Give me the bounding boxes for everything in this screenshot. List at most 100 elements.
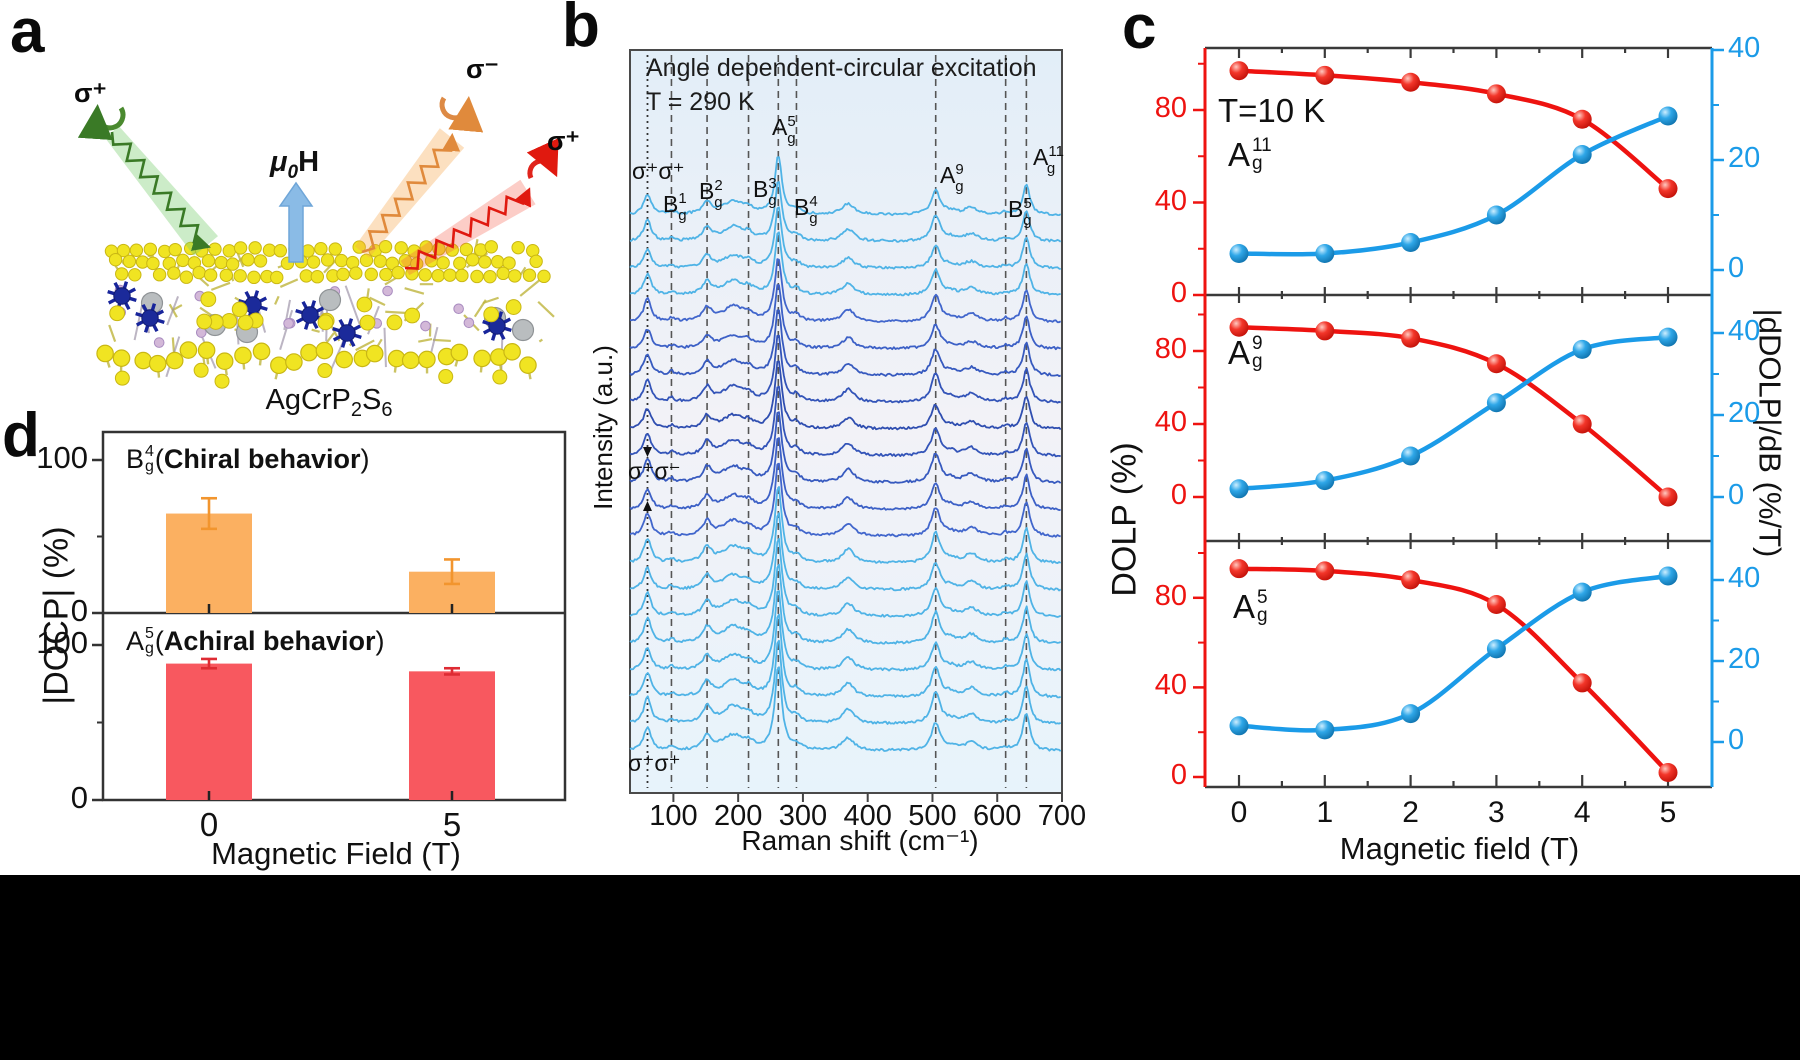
ddolp-blue-point: [1229, 479, 1249, 499]
sulfur-atom: [215, 352, 234, 370]
sulfur-atom: [233, 241, 248, 255]
raman-trace-16: [629, 563, 1062, 645]
magnetic-field-arrow: [278, 181, 314, 263]
raman-trace-19: [629, 639, 1062, 725]
raman-trace-17: [629, 590, 1062, 672]
chromium-atom: [301, 306, 319, 324]
sulfur-atom: [168, 242, 182, 257]
sulfur-atom: [306, 255, 321, 269]
sulfur-atom: [193, 362, 209, 378]
sulfur-atom: [431, 268, 445, 283]
ddolp-blue-point: [1658, 327, 1678, 347]
sulfur-atom: [491, 255, 505, 269]
ddolp-blue-point: [1401, 446, 1421, 466]
dolp-red-curve: [1238, 68, 1670, 191]
sulfur-atom: [96, 344, 114, 363]
sulfur-atom: [248, 241, 262, 255]
sulfur-atom: [519, 356, 537, 374]
sulfur-atom: [165, 351, 184, 370]
sulfur-atom: [336, 267, 350, 282]
chromium-atom: [113, 287, 131, 305]
ddolp-blue-point: [1486, 639, 1506, 659]
bond: [418, 337, 433, 343]
silver-atom: [318, 288, 342, 312]
phosphorus-atom: [463, 317, 475, 329]
peak-label: B3 g: [753, 175, 777, 209]
sulfur-atom: [511, 240, 525, 255]
sulfur-atom: [197, 341, 216, 360]
raman-trace-10: [629, 411, 1062, 485]
ddolp-blue-point: [1229, 716, 1249, 736]
dolp-red-point: [1658, 487, 1678, 507]
panel-a-crystal-illustration: [77, 96, 559, 389]
bond: [344, 285, 361, 325]
sulfur-atom: [237, 314, 254, 331]
ddolp-blue-point: [1572, 582, 1592, 602]
sulfur-atom: [192, 265, 206, 280]
sulfur-atom: [359, 314, 376, 331]
raman-trace-6: [629, 309, 1062, 378]
dolp-red-point: [1401, 72, 1421, 92]
sulfur-atom: [116, 243, 131, 258]
sulfur-atom: [233, 269, 247, 283]
bond: [385, 310, 408, 315]
sulfur-atom: [328, 242, 342, 256]
sulfur-atom: [208, 242, 222, 256]
bond: [279, 278, 299, 288]
ddolp-blue-curve: [1238, 113, 1669, 257]
raman-trace-14: [629, 512, 1062, 592]
ddolp-blue-point: [1315, 244, 1335, 263]
dolp-red-point: [1401, 328, 1421, 348]
raman-trace-15: [629, 537, 1062, 618]
dolp-red-point: [1658, 763, 1678, 783]
sulfur-atom: [253, 254, 268, 268]
dolp-red-point: [1658, 179, 1678, 199]
dolp-red-point: [1315, 321, 1335, 341]
sulfur-atom: [320, 253, 335, 267]
dolp-red-point: [1486, 84, 1506, 104]
sulfur-atom: [300, 343, 318, 362]
sulfur-atom: [234, 346, 252, 365]
bond: [404, 287, 425, 295]
raman-trace-3: [629, 231, 1061, 297]
sulfur-atom: [359, 253, 374, 267]
bond: [538, 338, 543, 343]
peak-label: A9 g: [940, 161, 964, 195]
sulfur-atom: [315, 341, 334, 360]
sulfur-atom: [502, 256, 516, 270]
raman-trace-9: [629, 385, 1061, 458]
sulfur-atom: [418, 268, 432, 282]
sulfur-atom: [129, 243, 144, 257]
raman-trace-1: [629, 181, 1062, 243]
sulfur-atom: [373, 254, 388, 268]
sulfur-atom: [438, 369, 454, 385]
raman-trace-12: [629, 462, 1061, 538]
sulfur-atom: [115, 267, 129, 281]
raman-trace-11: [629, 437, 1061, 512]
up-arrow-icon: [642, 501, 652, 511]
peak-label: B2 g: [699, 177, 723, 211]
sulfur-atom: [453, 256, 467, 271]
raman-trace-7: [630, 334, 1062, 404]
sulfur-atom: [356, 296, 373, 313]
dolp-red-point: [1229, 559, 1249, 579]
sigma-plus-curl-icon: [77, 104, 126, 141]
sulfur-atom: [335, 350, 353, 369]
sulfur-atom: [401, 351, 420, 370]
sulfur-atom: [404, 307, 421, 324]
raman-trace-4: [629, 258, 1062, 324]
bond: [519, 279, 541, 297]
bond: [133, 302, 144, 341]
bond: [369, 296, 386, 307]
sulfur-atom: [310, 270, 325, 284]
bond: [171, 337, 176, 353]
sulfur-atom: [114, 370, 130, 386]
bond: [210, 281, 231, 291]
sulfur-atom: [386, 314, 403, 331]
sulfur-atom: [436, 256, 450, 270]
sulfur-atom: [270, 270, 284, 285]
sulfur-atom: [231, 301, 248, 318]
sulfur-atom: [179, 341, 198, 359]
